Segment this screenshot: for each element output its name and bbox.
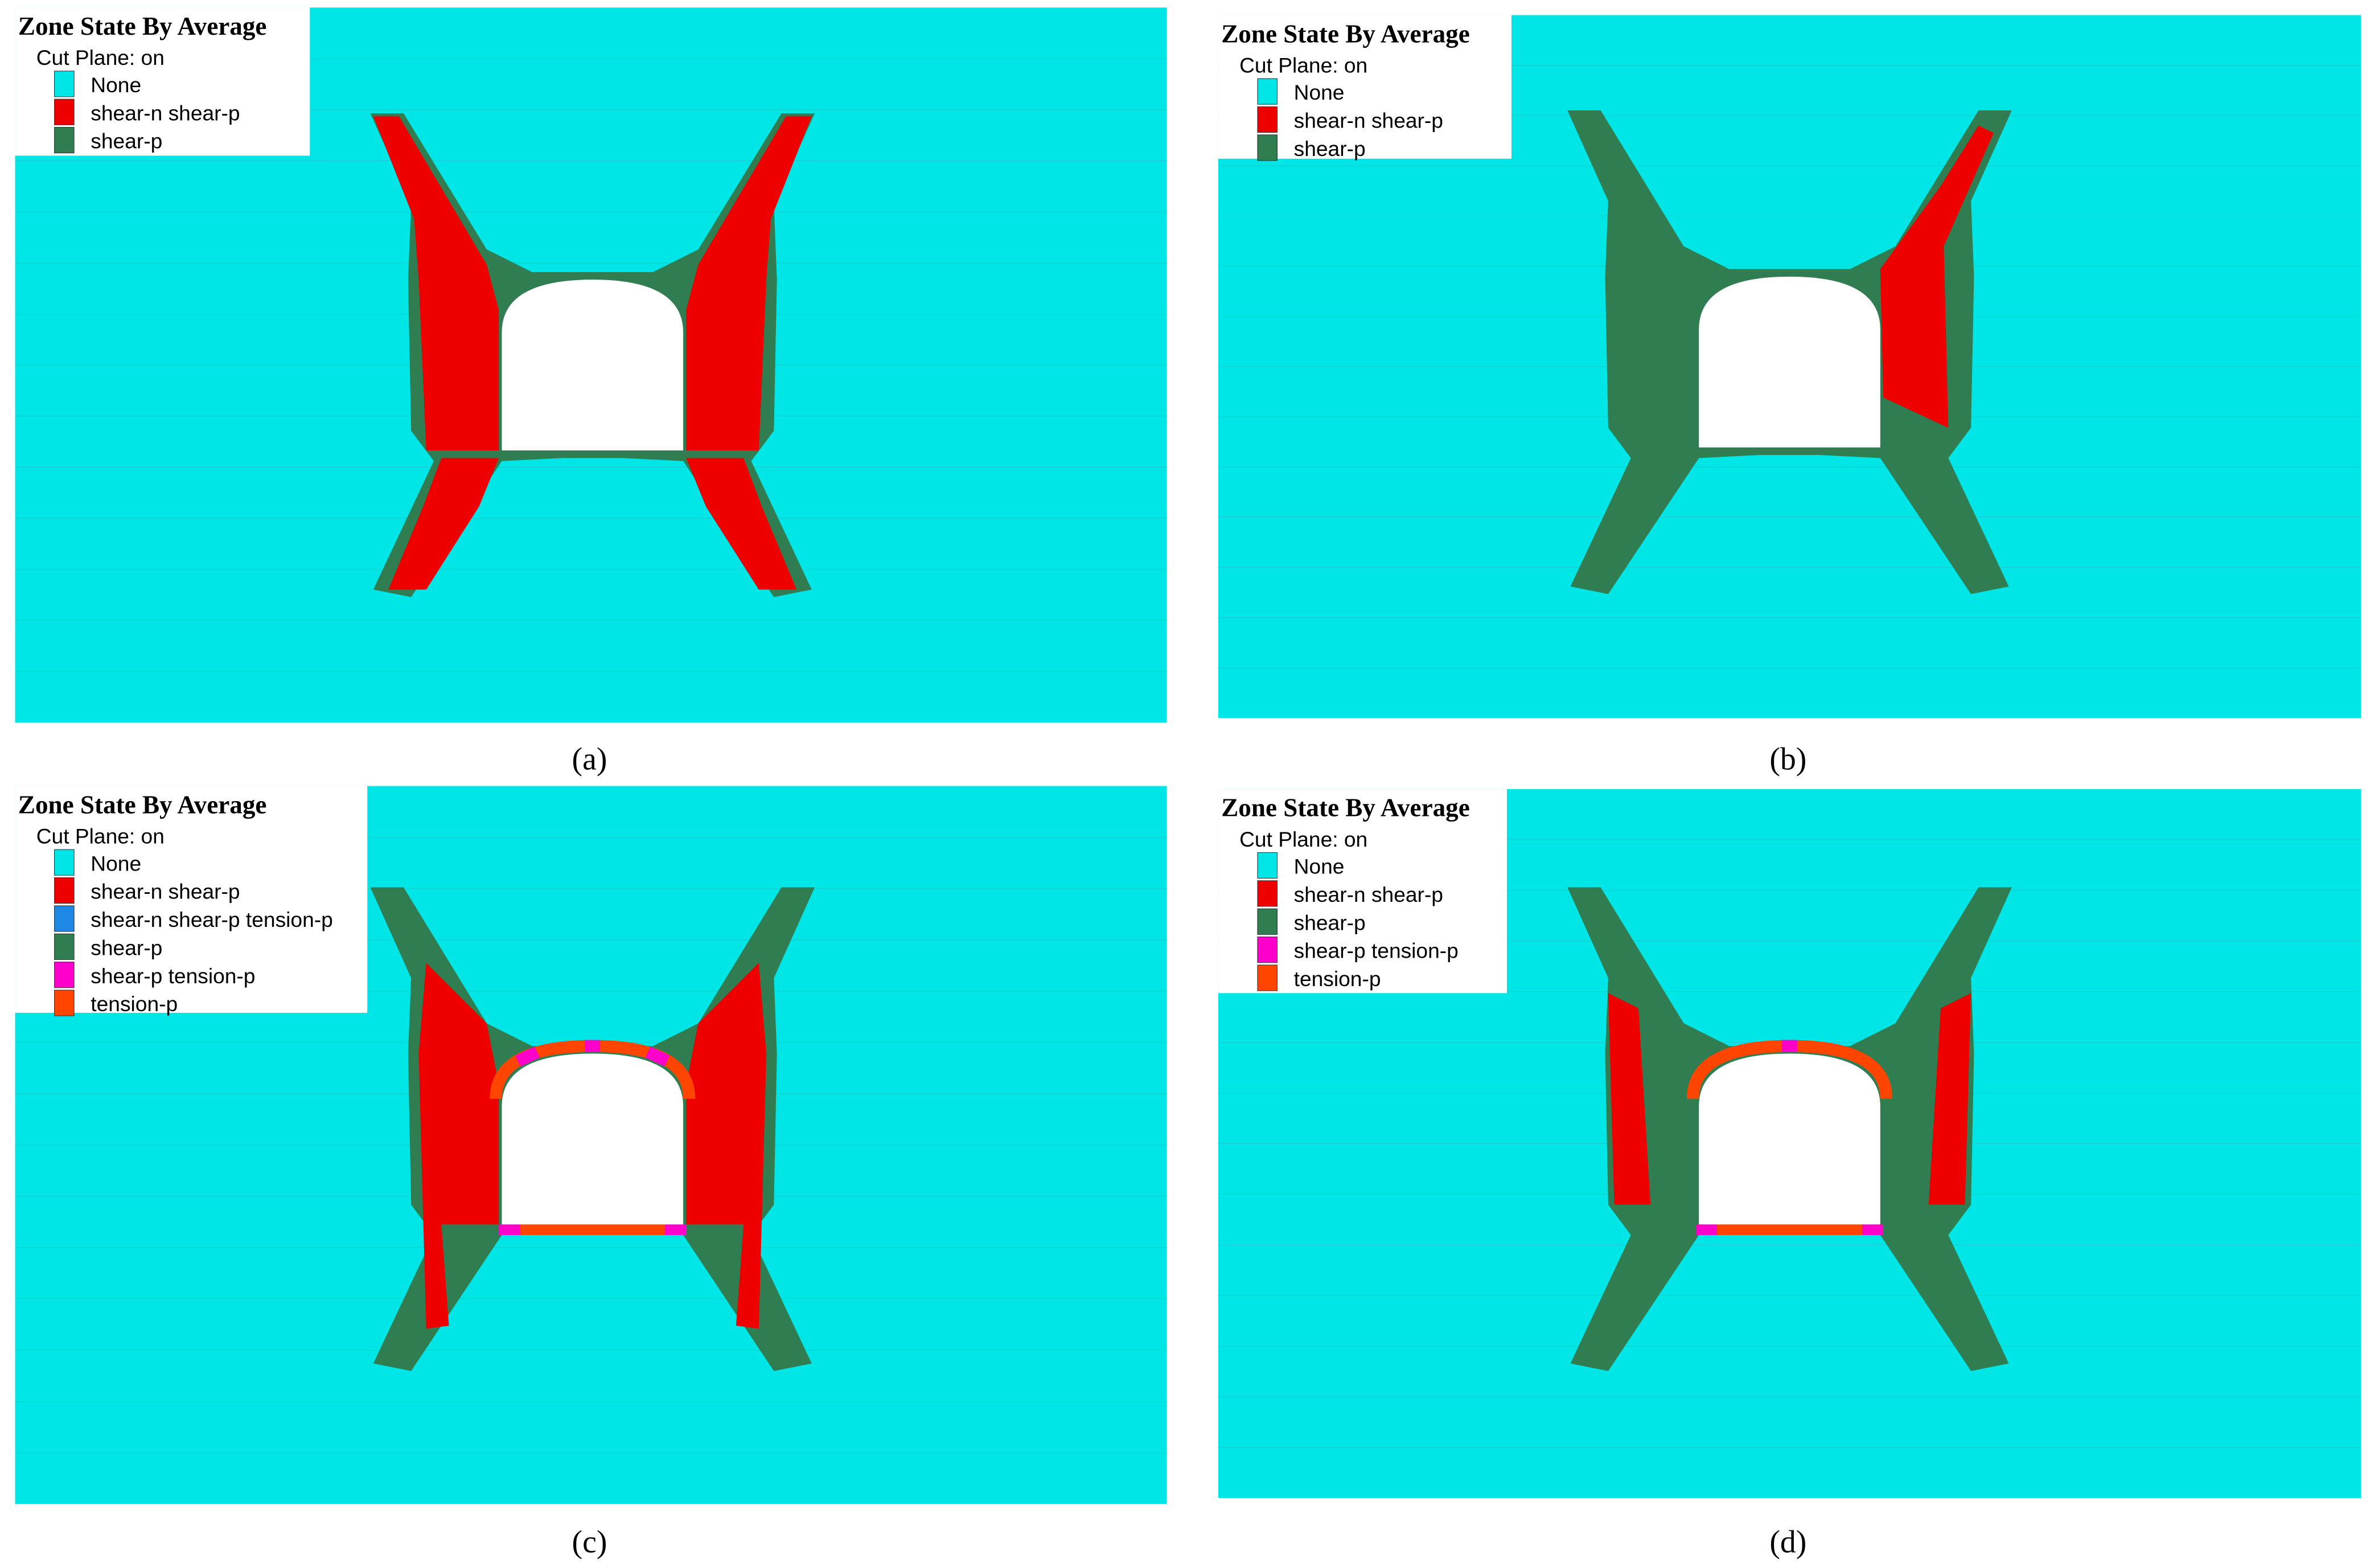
legend-swatch xyxy=(54,127,75,154)
legend-label: shear-p tension-p xyxy=(1294,939,1459,963)
tunnel-opening xyxy=(502,1053,684,1225)
legend-swatch xyxy=(54,990,75,1016)
floor-band xyxy=(665,1224,687,1235)
floor-band xyxy=(1862,1224,1884,1235)
legend-swatch xyxy=(54,905,75,932)
legend-label: None xyxy=(1294,80,1345,104)
legend-label: shear-n shear-p xyxy=(1294,109,1443,133)
tunnel-opening xyxy=(502,280,684,451)
legend-swatch xyxy=(1257,78,1278,105)
panel: Zone State By Average Cut Plane: on None sh… xyxy=(1218,789,2361,1560)
failure-zone xyxy=(1880,125,1994,428)
legend-swatch xyxy=(54,849,75,876)
legend-label: shear-p xyxy=(1294,137,1366,161)
arch-band xyxy=(515,1046,540,1067)
legend-label: shear-n shear-p xyxy=(91,101,240,125)
legend-swatch xyxy=(1257,908,1278,935)
legend-label: shear-p xyxy=(91,935,162,959)
caption: (c) xyxy=(572,1525,607,1560)
legend-label: None xyxy=(91,73,141,97)
tunnel-opening xyxy=(1699,276,1880,448)
failure-zone xyxy=(388,458,499,590)
legend-title: Zone State By Average xyxy=(18,790,267,819)
panel: Zone State By Average Cut Plane: on None sh… xyxy=(1218,15,2361,777)
floor-band xyxy=(1695,1224,1718,1235)
floor-band xyxy=(1699,1224,1880,1235)
legend-label: tension-p xyxy=(91,992,178,1016)
legend-swatch xyxy=(54,962,75,988)
legend-subtitle: Cut Plane: on xyxy=(36,824,165,848)
failure-zone xyxy=(1608,993,1651,1205)
legend-swatch xyxy=(54,933,75,960)
failure-zone xyxy=(686,963,767,1329)
floor-band xyxy=(502,1224,684,1235)
legend-label: shear-n shear-p xyxy=(91,880,240,904)
legend-label: shear-p xyxy=(91,129,162,153)
legend-title: Zone State By Average xyxy=(18,12,267,40)
legend-label: shear-p tension-p xyxy=(91,964,255,988)
legend-label: tension-p xyxy=(1294,967,1381,991)
legend-title: Zone State By Average xyxy=(1221,19,1470,48)
caption: (d) xyxy=(1769,1525,1806,1560)
legend-swatch xyxy=(54,98,75,125)
legend-swatch xyxy=(1257,852,1278,879)
caption: (b) xyxy=(1769,741,1806,777)
caption: (a) xyxy=(572,741,607,777)
tunnel-opening xyxy=(1699,1053,1880,1225)
legend-swatch xyxy=(1257,937,1278,963)
legend-swatch xyxy=(1257,964,1278,991)
legend-swatch xyxy=(1257,106,1278,133)
legend-label: None xyxy=(1294,855,1345,879)
legend-label: shear-n shear-p tension-p xyxy=(91,908,332,931)
legend-swatch xyxy=(54,877,75,904)
legend-subtitle: Cut Plane: on xyxy=(36,46,165,69)
legend-label: None xyxy=(91,851,141,875)
failure-zone xyxy=(373,116,499,451)
failure-zone xyxy=(686,116,812,451)
failure-zone xyxy=(418,963,499,1329)
legend-swatch xyxy=(1257,134,1278,161)
legend-subtitle: Cut Plane: on xyxy=(1239,53,1367,77)
panel: Zone State By Average Cut Plane: on None sh… xyxy=(15,786,1167,1560)
floor-band xyxy=(499,1224,520,1235)
legend-title: Zone State By Average xyxy=(1221,794,1470,822)
failure-zone xyxy=(686,458,797,590)
legend-swatch xyxy=(1257,880,1278,907)
arch-band xyxy=(645,1046,670,1067)
legend-label: shear-n shear-p xyxy=(1294,882,1443,906)
legend-swatch xyxy=(54,71,75,97)
legend-label: shear-p xyxy=(1294,910,1366,934)
arch-band xyxy=(585,1040,601,1052)
legend-subtitle: Cut Plane: on xyxy=(1239,827,1367,851)
failure-zone xyxy=(1928,993,1971,1205)
arch-band xyxy=(1782,1040,1797,1052)
panel: Zone State By Average Cut Plane: on None sh… xyxy=(15,7,1167,777)
